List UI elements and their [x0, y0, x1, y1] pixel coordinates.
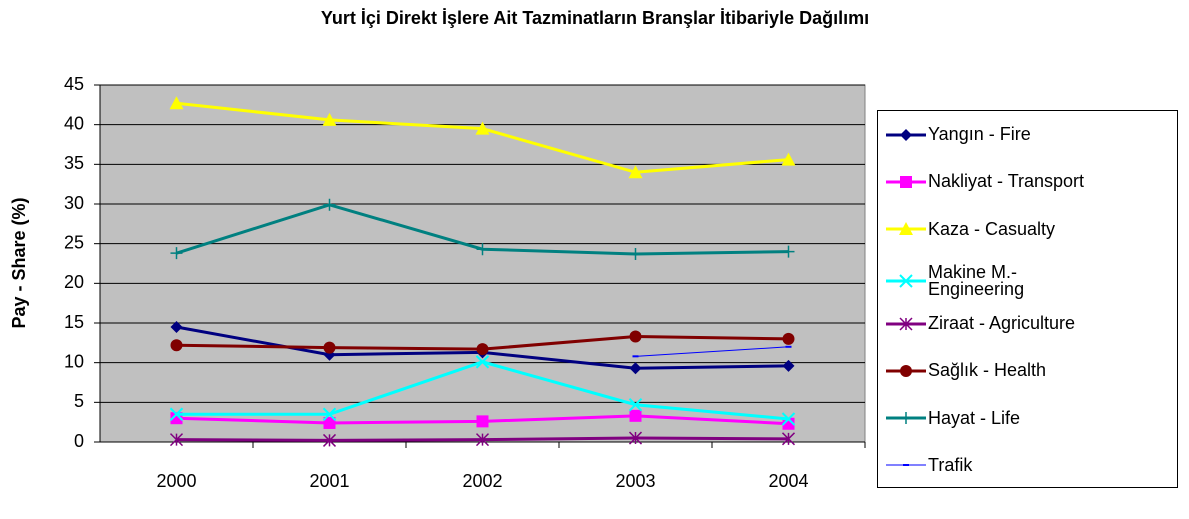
x-tick-label: 2002	[462, 471, 502, 491]
legend-swatch	[886, 317, 926, 331]
legend-entry: Nakliyat - Transport	[884, 170, 1084, 194]
x-tick-label: 2001	[309, 471, 349, 491]
legend-entry: Yangın - Fire	[884, 123, 1031, 147]
point	[169, 433, 184, 447]
point	[322, 112, 337, 126]
point	[628, 165, 643, 179]
series	[169, 355, 796, 426]
series-line	[635, 346, 789, 357]
point	[629, 247, 642, 260]
x-tick-label: 2004	[768, 471, 808, 491]
legend: Yangın - Fire Nakliyat - Transport Kaza - …	[877, 110, 1178, 488]
legend-swatch	[886, 464, 926, 467]
point	[476, 243, 489, 256]
legend-entry: Kaza - Casualty	[884, 217, 1055, 241]
point	[781, 412, 796, 426]
y-axis-label: Pay - Share (%)	[9, 197, 29, 328]
point	[781, 432, 796, 446]
point	[323, 198, 336, 211]
point	[475, 433, 490, 447]
point	[169, 407, 184, 421]
point	[629, 409, 642, 422]
series	[169, 96, 796, 179]
legend-entry: Ziraat - Agriculture	[884, 312, 1075, 336]
series	[169, 431, 796, 447]
legend-swatch	[886, 222, 926, 236]
y-tick-label: 15	[64, 312, 84, 332]
point	[782, 245, 795, 258]
legend-entry: Hayat - Life	[884, 406, 1020, 430]
legend-label: Ziraat - Agriculture	[928, 313, 1076, 334]
y-tick-label: 5	[74, 391, 84, 411]
legend-entry: Sağlık - Health	[884, 359, 1046, 383]
point	[628, 398, 643, 412]
series	[632, 345, 792, 358]
point	[323, 341, 336, 354]
y-tick-label: 40	[64, 113, 84, 133]
point	[475, 121, 490, 135]
legend-entry: Trafik	[884, 453, 972, 477]
point	[322, 433, 337, 447]
legend-marker	[900, 364, 912, 377]
point	[323, 416, 336, 429]
point	[629, 330, 642, 343]
y-tick-label: 45	[64, 74, 84, 94]
legend-label: Makine M.- Engineering	[928, 262, 1025, 300]
point	[628, 431, 643, 445]
point	[782, 359, 795, 372]
point	[782, 332, 795, 345]
legend-marker	[900, 175, 912, 188]
legend-entry: Makine M.- Engineering	[884, 262, 1113, 300]
y-tick-label: 20	[64, 272, 84, 292]
point	[322, 407, 337, 421]
legend-swatch	[886, 364, 926, 377]
legend-label: Hayat - Life	[928, 407, 1021, 428]
point	[629, 362, 642, 375]
point	[170, 247, 183, 260]
y-tick-label: 30	[64, 193, 84, 213]
point	[170, 320, 183, 333]
x-tick-label: 2000	[156, 471, 196, 491]
x-tick-label: 2003	[615, 471, 655, 491]
legend-marker	[900, 412, 912, 425]
legend-swatch	[886, 175, 926, 188]
point	[476, 415, 489, 428]
y-tick-label: 10	[64, 351, 84, 371]
y-tick-label: 25	[64, 232, 84, 252]
point	[170, 339, 183, 352]
point	[475, 355, 490, 369]
y-tick-label: 0	[74, 431, 84, 451]
legend-label: Kaza - Casualty	[928, 218, 1056, 239]
series	[170, 330, 795, 356]
legend-swatch	[886, 412, 926, 425]
legend-marker	[899, 317, 913, 331]
legend-marker	[899, 222, 913, 236]
legend-label: Yangın - Fire	[928, 124, 1031, 145]
point	[781, 152, 796, 166]
legend-swatch	[886, 274, 926, 289]
legend-swatch	[886, 128, 926, 141]
legend-label: Sağlık - Health	[928, 360, 1047, 381]
legend-label: Trafik	[928, 454, 973, 475]
y-tick-label: 35	[64, 153, 84, 173]
chart-title: Yurt İçi Direkt İşlere Ait Tazminatların…	[321, 8, 869, 28]
series	[170, 198, 795, 260]
point	[169, 96, 184, 110]
legend-marker	[900, 128, 912, 141]
legend-label: Nakliyat - Transport	[928, 171, 1085, 192]
legend-marker	[899, 274, 913, 289]
point	[476, 343, 489, 356]
plot-area	[99, 84, 866, 443]
